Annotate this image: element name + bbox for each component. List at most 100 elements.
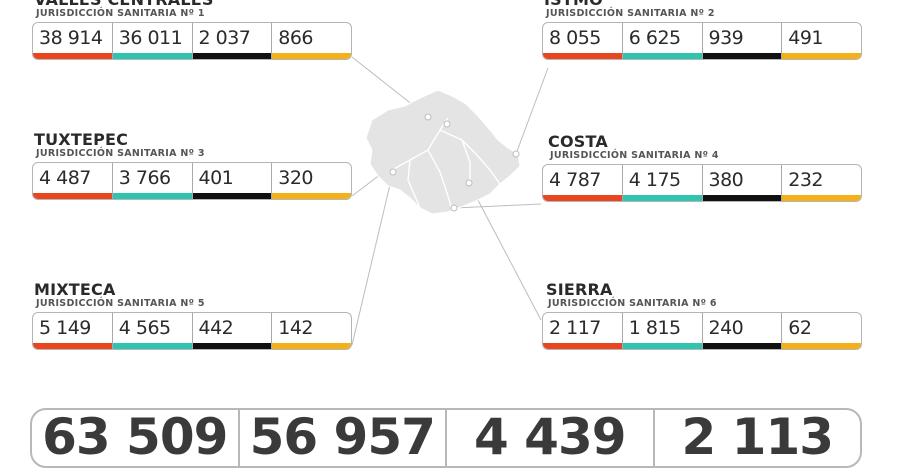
region-name: VALLES CENTRALES	[34, 0, 214, 8]
connector-costa	[453, 203, 542, 209]
color-bar	[112, 193, 192, 199]
stat-value: 4 787	[549, 169, 601, 191]
stats-box: 2 117 1 815 240 62	[542, 312, 862, 350]
marker-sierra	[465, 179, 473, 187]
stats-box: 4 787 4 175 380 232	[542, 164, 862, 202]
stat-value: 1 815	[628, 317, 681, 339]
stat-cell-1: 8 055	[543, 23, 623, 59]
stats-box: 4 487 3 766 401 320	[32, 162, 352, 200]
color-bar	[543, 53, 622, 59]
connector-istmo	[515, 67, 549, 155]
stat-cell-4: 232	[782, 165, 861, 201]
region-name: TUXTEPEC	[34, 130, 129, 149]
map-markers	[389, 113, 520, 212]
region-subtitle: JURISDICCIÓN SANITARIA Nº 5	[36, 298, 205, 309]
stat-value: 4 565	[118, 317, 171, 339]
color-bar	[33, 193, 112, 199]
marker-costa	[450, 204, 458, 212]
stat-value: 866	[278, 27, 314, 49]
total-cell-3: 4 439	[447, 410, 655, 466]
totals-box: 63 509 56 957 4 439 2 113	[30, 408, 862, 468]
stats-box: 5 149 4 565 442 142	[32, 312, 352, 350]
stat-value: 232	[788, 169, 824, 191]
region-subtitle: JURISDICCIÓN SANITARIA Nº 3	[36, 148, 205, 159]
stat-cell-3: 442	[192, 313, 273, 349]
stat-value: 401	[198, 167, 234, 189]
stat-value: 442	[198, 317, 234, 339]
region-subtitle: JURISDICCIÓN SANITARIA Nº 6	[548, 298, 717, 309]
color-bar	[543, 343, 622, 349]
stat-value: 240	[708, 317, 744, 339]
marker-istmo	[512, 150, 520, 158]
stat-value: 142	[278, 317, 314, 339]
stat-value: 4 487	[39, 167, 91, 189]
stat-cell-3: 939	[702, 23, 783, 59]
color-bar	[33, 343, 112, 349]
color-bar	[782, 343, 861, 349]
map-shape	[365, 89, 521, 215]
region-subtitle: JURISDICCIÓN SANITARIA Nº 1	[36, 8, 205, 19]
color-bar	[192, 193, 272, 199]
region-name: ISTMO	[544, 0, 603, 8]
jurisdiction-borders	[391, 117, 501, 211]
region-name: MIXTECA	[34, 280, 116, 299]
color-bar	[112, 343, 192, 349]
stat-cell-1: 5 149	[33, 313, 113, 349]
stat-value: 939	[708, 27, 744, 49]
color-bar	[702, 53, 782, 59]
marker-tuxtepec	[443, 120, 451, 128]
marker-mixteca	[389, 168, 397, 176]
total-value: 4 439	[473, 408, 627, 466]
color-bar	[622, 53, 702, 59]
total-cell-4: 2 113	[655, 410, 861, 466]
color-bar	[192, 343, 272, 349]
total-value: 56 957	[249, 408, 436, 466]
stats-box: 38 914 36 011 2 037 866	[32, 22, 352, 60]
color-bar	[543, 195, 622, 201]
stat-cell-2: 36 011	[112, 23, 193, 59]
color-bar	[782, 195, 861, 201]
stat-value: 3 766	[118, 167, 171, 189]
stat-value: 6 625	[628, 27, 681, 49]
marker-valles-centrales	[424, 113, 432, 121]
total-value: 2 113	[681, 408, 834, 466]
stat-cell-4: 491	[782, 23, 861, 59]
total-value: 63 509	[42, 408, 228, 466]
stat-value: 5 149	[39, 317, 91, 339]
stat-cell-1: 38 914	[33, 23, 113, 59]
region-name: COSTA	[548, 132, 608, 151]
oaxaca-map	[351, 56, 549, 346]
color-bar	[192, 53, 272, 59]
stat-cell-3: 380	[702, 165, 783, 201]
stat-value: 38 914	[39, 27, 103, 49]
stat-cell-4: 142	[272, 313, 351, 349]
stat-value: 36 011	[118, 27, 183, 49]
stat-cell-4: 866	[272, 23, 351, 59]
stat-cell-2: 1 815	[622, 313, 703, 349]
region-subtitle: JURISDICCIÓN SANITARIA Nº 2	[546, 8, 715, 19]
stat-cell-2: 3 766	[112, 163, 193, 199]
color-bar	[702, 195, 782, 201]
total-cell-2: 56 957	[240, 408, 447, 466]
total-cell-1: 63 509	[32, 410, 240, 466]
stat-cell-1: 2 117	[543, 313, 623, 349]
color-bar	[622, 343, 702, 349]
stat-cell-3: 240	[702, 313, 783, 349]
color-bar	[272, 343, 351, 349]
stat-cell-3: 2 037	[192, 23, 273, 59]
stat-value: 380	[708, 169, 744, 191]
stat-value: 491	[788, 27, 824, 49]
connector-mixteca	[351, 171, 394, 346]
stat-cell-4: 62	[782, 313, 861, 349]
stat-value: 2 117	[549, 317, 601, 339]
stat-cell-1: 4 787	[543, 165, 623, 201]
color-bar	[702, 343, 782, 349]
stat-cell-1: 4 487	[33, 163, 113, 199]
color-bar	[112, 53, 192, 59]
stat-cell-3: 401	[192, 163, 273, 199]
stat-cell-2: 6 625	[622, 23, 703, 59]
state-outline	[365, 89, 521, 215]
connector-sierra	[468, 182, 542, 321]
region-subtitle: JURISDICCIÓN SANITARIA Nº 4	[550, 150, 719, 161]
stats-box: 8 055 6 625 939 491	[542, 22, 862, 60]
